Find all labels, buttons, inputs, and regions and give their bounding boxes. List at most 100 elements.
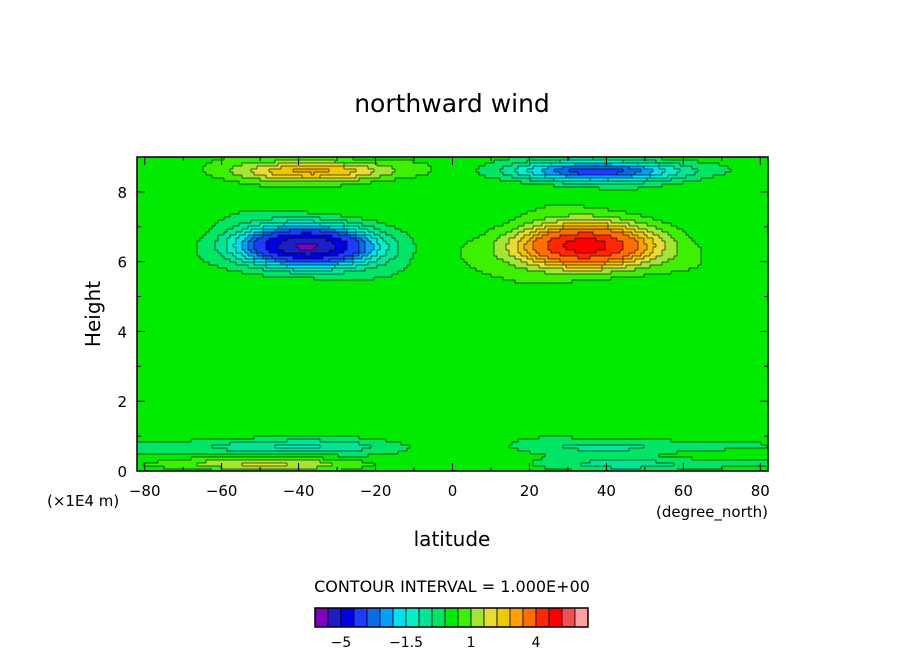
contour-cell-4732 xyxy=(407,223,410,226)
contour-cell-3916 xyxy=(491,211,494,214)
contour-cell-553 xyxy=(530,163,533,166)
contour-cell-2512 xyxy=(710,190,713,193)
contour-cell-2226 xyxy=(485,187,488,190)
contour-cell-630 xyxy=(761,163,764,166)
contour-cell-1996 xyxy=(428,184,431,187)
contour-cell-931 xyxy=(398,169,401,172)
contour-cell-453 xyxy=(230,163,233,166)
contour-cell-3666 xyxy=(374,208,377,211)
contour-cell-648 xyxy=(182,166,185,169)
contour-cell-2416 xyxy=(422,190,425,193)
contour-cell-2091 xyxy=(713,184,716,187)
contour-cell-3416 xyxy=(257,205,260,208)
contour-cell-2986 xyxy=(233,199,236,202)
contour-cell-2492 xyxy=(650,190,653,193)
contour-cell-3436 xyxy=(317,205,320,208)
contour-cell-3834 xyxy=(245,211,248,214)
contour-cell-1967 xyxy=(341,184,344,187)
contour-cell-3176 xyxy=(170,202,173,205)
contour-cell-3677 xyxy=(407,208,410,211)
contour-cell-1564 xyxy=(398,178,401,181)
contour-cell-2413 xyxy=(413,190,416,193)
contour-cell-2028 xyxy=(524,184,527,187)
contour-cell-2411 xyxy=(407,190,410,193)
contour-cell-2739 xyxy=(758,193,761,196)
contour-cell-3373 xyxy=(761,202,764,205)
contour-cell-4007 xyxy=(764,211,767,214)
contour-cell-3135 xyxy=(680,199,683,202)
contour-cell-3663 xyxy=(365,208,368,211)
contour-cell-3820 xyxy=(203,211,206,214)
contour-cell-1252 xyxy=(728,172,731,175)
contour-cell-2483 xyxy=(623,190,626,193)
contour-cell-2707 xyxy=(662,193,665,196)
contour-cell-3692 xyxy=(452,208,455,211)
contour-cell-775 xyxy=(563,166,566,169)
contour-cell-4100 xyxy=(410,214,413,217)
contour-cell-890 xyxy=(275,169,278,172)
contour-cell-4121 xyxy=(473,214,476,217)
contour-cell-2547 xyxy=(182,193,185,196)
contour-cell-1280 xyxy=(179,175,182,178)
contour-cell-662 xyxy=(224,166,227,169)
contour-cell-2375 xyxy=(299,190,302,193)
contour-cell-4506 xyxy=(362,220,365,223)
contour-cell-3293 xyxy=(521,202,524,205)
contour-cell-3793 xyxy=(755,208,758,211)
contour-cell-4610 xyxy=(674,220,677,223)
contour-cell-4837 xyxy=(722,223,725,226)
contour-cell-1501 xyxy=(209,178,212,181)
contour-cell-2589 xyxy=(308,193,311,196)
contour-cell-2202 xyxy=(413,187,416,190)
contour-cell-4572 xyxy=(560,220,563,223)
contour-cell-2845 xyxy=(443,196,446,199)
contour-cell-1586 xyxy=(464,178,467,181)
contour-cell-3869 xyxy=(350,211,353,214)
contour-cell-2082 xyxy=(686,184,689,187)
contour-cell-2494 xyxy=(656,190,659,193)
contour-cell-3149 xyxy=(722,199,725,202)
contour-cell-3211 xyxy=(275,202,278,205)
contour-cell-3247 xyxy=(383,202,386,205)
contour-cell-3076 xyxy=(503,199,506,202)
contour-cell-3868 xyxy=(347,211,350,214)
contour-cell-2624 xyxy=(413,193,416,196)
contour-cell-2289 xyxy=(674,187,677,190)
contour-cell-2032 xyxy=(536,184,539,187)
contour-cell-4773 xyxy=(530,223,533,226)
contour-cell-2994 xyxy=(257,199,260,202)
contour-cell-2374 xyxy=(296,190,299,193)
contour-cell-315 xyxy=(449,160,452,163)
contour-cell-4096 xyxy=(398,214,401,217)
contour-cell-831 xyxy=(731,166,734,169)
contour-cell-4548 xyxy=(488,220,491,223)
contour-cell-1025 xyxy=(680,169,683,172)
contour-cell-2810 xyxy=(338,196,341,199)
contour-cell-725 xyxy=(413,166,416,169)
contour-cell-2359 xyxy=(251,190,254,193)
contour-cell-435 xyxy=(176,163,179,166)
contour-cell-4429 xyxy=(764,217,767,220)
contour-cell-4338 xyxy=(491,217,494,220)
contour-cell-2003 xyxy=(449,184,452,187)
contour-cell-1367 xyxy=(440,175,443,178)
contour-cell-3098 xyxy=(569,199,572,202)
contour-cell-4950 xyxy=(428,226,431,229)
contour-cell-2882 xyxy=(554,196,557,199)
contour-cell-2891 xyxy=(581,196,584,199)
contour-cell-2896 xyxy=(596,196,599,199)
contour-cell-2285 xyxy=(662,187,665,190)
contour-cell-2328 xyxy=(158,190,161,193)
contour-cell-3083 xyxy=(524,199,527,202)
contour-cell-4073 xyxy=(329,214,332,217)
contour-cell-3494 xyxy=(491,205,494,208)
contour-cell-3688 xyxy=(440,208,443,211)
contour-cell-3671 xyxy=(389,208,392,211)
contour-cell-2084 xyxy=(692,184,695,187)
contour-cell-3235 xyxy=(347,202,350,205)
contour-cell-1380 xyxy=(479,175,482,178)
contour-cell-3134 xyxy=(677,199,680,202)
contour-cell-3397 xyxy=(200,205,203,208)
contour-cell-2406 xyxy=(392,190,395,193)
